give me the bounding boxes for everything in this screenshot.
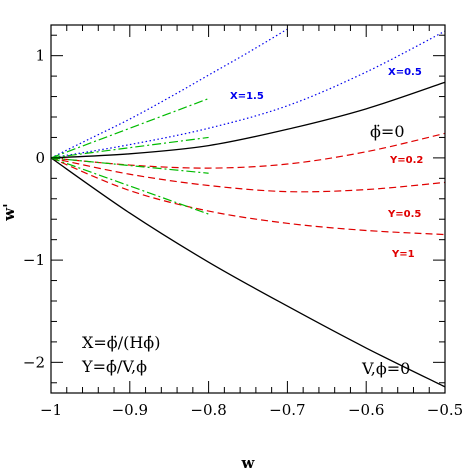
series-line-5 <box>50 157 446 236</box>
series-line-7 <box>50 98 209 159</box>
series-label-y0.2: Y=0.2 <box>389 155 423 166</box>
series-line-10 <box>50 157 209 215</box>
series-line-9 <box>50 157 209 174</box>
series-line-0 <box>50 28 288 159</box>
ticks-layer: −1 −0.9 −0.8 −0.7 −0.6 −0.5 −2 −1 0 1 <box>23 25 463 419</box>
series-line-1 <box>50 30 446 159</box>
series-line-2 <box>50 81 446 159</box>
curves-layer <box>50 28 446 388</box>
series-line-4 <box>50 157 446 193</box>
plot-frame <box>50 24 446 394</box>
series-label-x0.5: X=0.5 <box>388 67 422 78</box>
annotation-y-definition: Y=ϕ̇/V,ϕ <box>81 357 147 376</box>
series-label-phiddot: ϕ̈=0 <box>370 122 405 141</box>
x-axis-label: w <box>241 454 256 471</box>
x-tick-label: −0.5 <box>427 401 463 419</box>
x-tick-label: −0.9 <box>112 401 148 419</box>
series-line-6 <box>50 157 446 388</box>
series-label-vphi: V,ϕ=0 <box>361 359 410 378</box>
series-label-y1: Y=1 <box>391 249 415 260</box>
x-tick-label: −1 <box>40 401 62 419</box>
annotation-x-definition: X=ϕ̈/(Hϕ̇) <box>82 333 160 352</box>
series-label-y0.5: Y=0.5 <box>387 209 421 220</box>
x-tick-label: −0.7 <box>269 401 305 419</box>
series-line-8 <box>50 136 209 159</box>
y-axis-label: w' <box>0 203 18 222</box>
y-tick-label: 0 <box>35 149 45 167</box>
series-label-x1.5: X=1.5 <box>230 91 264 102</box>
x-tick-label: −0.6 <box>348 401 384 419</box>
y-tick-label: 1 <box>35 47 45 65</box>
y-tick-label: −1 <box>23 251 45 269</box>
x-tick-label: −0.8 <box>190 401 226 419</box>
y-tick-label: −2 <box>23 353 45 371</box>
